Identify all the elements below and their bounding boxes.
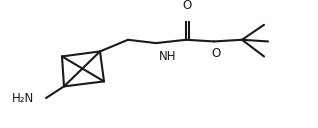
Text: NH: NH [159,50,176,63]
Text: O: O [211,47,221,60]
Text: H₂N: H₂N [12,92,34,105]
Text: O: O [183,0,192,12]
